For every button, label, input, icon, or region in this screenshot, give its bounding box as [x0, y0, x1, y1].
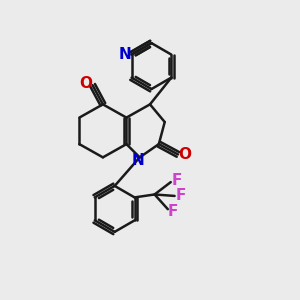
- Text: N: N: [132, 153, 145, 168]
- Text: N: N: [119, 47, 131, 62]
- Text: O: O: [178, 147, 191, 162]
- Text: F: F: [168, 204, 178, 219]
- Text: F: F: [176, 188, 186, 203]
- Text: O: O: [80, 76, 93, 91]
- Text: F: F: [172, 173, 182, 188]
